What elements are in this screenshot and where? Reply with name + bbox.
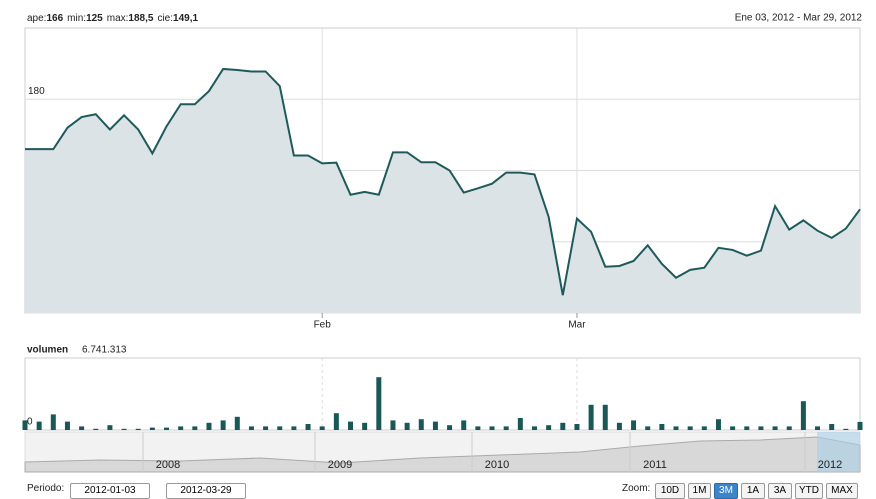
stat-value: 166 [46,13,63,24]
nav-year: 2012 [818,459,842,471]
volume-bar [79,426,85,430]
volume-bar [489,426,495,430]
volume-bar [64,421,70,430]
volume-bar [546,425,552,430]
volume-bar [475,426,481,430]
stat-label: max: [107,13,129,24]
volume-bar [36,421,42,430]
volume-bar [602,404,608,430]
zoom-button[interactable]: 3A [768,483,792,499]
volume-bar [93,428,99,430]
volume-bar [461,420,467,430]
zoom-button[interactable]: 10D [655,483,685,499]
volume-bar [107,425,113,430]
zoom-label: Zoom: [622,483,651,494]
volume-title: volumen [27,345,68,356]
volume-bar [390,420,396,430]
zoom-button[interactable]: YTD [795,483,823,499]
volume-bar [192,426,198,430]
volume-frame [24,357,861,431]
volume-bar [178,426,184,430]
volume-bar [263,426,269,430]
volume-bar [418,419,424,430]
volume-bar [121,428,127,430]
volume-bar [432,421,438,430]
volume-bar [234,416,240,430]
volume-bar [376,377,382,430]
volume-bar [305,424,311,430]
y-tick-label: 180 [28,86,45,97]
zoom-button[interactable]: MAX [826,483,858,499]
stat-label: ape: [27,13,46,24]
volume-bar [362,422,368,430]
x-tick-label: Feb [314,320,332,331]
volume-bar [574,424,580,430]
area [25,68,860,313]
stat-label: min: [67,13,86,24]
volume-bar [687,426,693,430]
volume-bar [857,421,863,430]
volume-bar [645,426,651,430]
volume-value: 6.741.313 [82,345,127,356]
x-tick-label: Mar [568,320,586,331]
volume-bar [503,426,509,430]
volume-bar [348,421,354,430]
volume-bar [22,420,28,430]
stat-value: 188,5 [128,13,153,24]
volume-bar [319,426,325,430]
line [25,67,861,296]
navigator-selection[interactable] [817,432,860,472]
volume-bar [659,424,665,430]
date-to[interactable]: 2012-03-29 [166,483,246,499]
volume-bar [531,426,537,430]
volume-bar [220,420,226,430]
volume-bar [744,426,750,430]
nav-year: 2009 [328,459,352,471]
volume-bar [829,424,835,430]
volume-bar [149,427,155,430]
volume-bar [772,426,778,430]
volume-bar [206,422,212,430]
volume-bar [248,426,254,430]
nav-year: 2010 [485,459,509,471]
volume-bar [800,401,806,430]
date-from[interactable]: 2012-01-03 [70,483,150,499]
volume-bar [616,422,622,430]
volume-bar [843,428,849,430]
volume-bar [277,426,283,430]
stat-value: 149,1 [173,13,198,24]
volume-bar [588,404,594,430]
period-label: Periodo: [27,483,65,494]
date-range: Ene 03, 2012 - Mar 29, 2012 [735,13,863,24]
volume-bar [631,420,637,430]
stat-label: cie: [157,13,173,24]
y-tick-label: 0 [27,417,33,428]
volume-bar [447,425,453,430]
volume-bar [701,426,707,430]
volume-bar [730,426,736,430]
volume-bar [404,422,410,430]
volume-bar [560,422,566,430]
volume-bar [333,413,339,430]
zoom-button[interactable]: 3M [714,483,738,499]
zoom-button[interactable]: 1M [688,483,711,499]
volume-bar [815,426,821,430]
volume-bar [50,414,56,430]
volume-bar [291,426,297,430]
volume-bar [715,419,721,430]
nav-year: 2011 [643,459,667,471]
volume-bar [673,426,679,430]
volume-bar [517,418,523,430]
zoom-button[interactable]: 1A [741,483,765,499]
nav-year: 2008 [156,459,180,471]
stats: ape:166 min:125 max:188,5 cie:149,1 [27,13,198,24]
volume-bar [758,426,764,430]
volume-bar [164,427,170,430]
volume-bar [786,426,792,430]
stat-value: 125 [86,13,103,24]
volume-bar [135,428,141,430]
